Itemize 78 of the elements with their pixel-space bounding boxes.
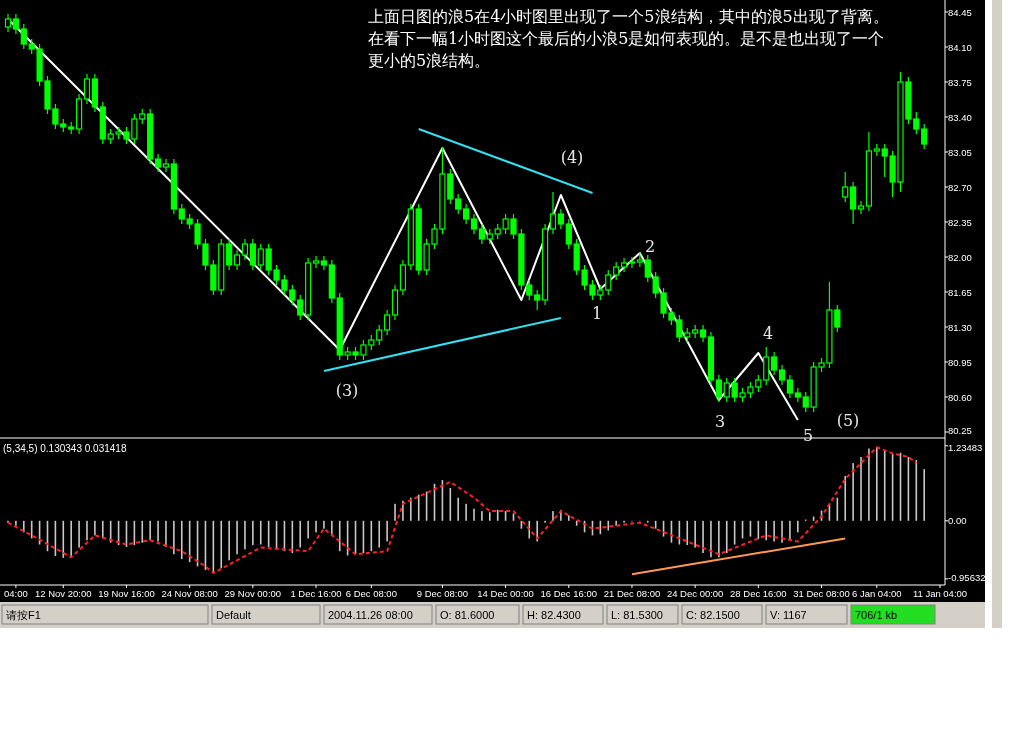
candlestick	[921, 123, 928, 150]
candlestick	[636, 251, 643, 268]
x-tick-label: 28 Dec 16:00	[730, 588, 787, 599]
candlestick	[178, 203, 185, 225]
candlestick	[20, 23, 27, 50]
annotation: (3)	[335, 380, 359, 400]
x-tick-label: 6 Dec 08:00	[345, 588, 397, 599]
candlestick	[384, 309, 391, 336]
candlestick	[470, 213, 478, 235]
candlestick	[12, 13, 19, 35]
candlestick	[715, 374, 722, 403]
candlestick	[557, 208, 564, 230]
candlestick	[320, 255, 328, 271]
y-tick-label: 81.30	[948, 321, 972, 333]
y-tick-label: 83.75	[948, 76, 972, 88]
candlestick	[83, 73, 91, 105]
x-tick-label: 04:00	[4, 588, 28, 599]
x-tick-label: 21 Dec 08:00	[603, 588, 661, 599]
y-tick-label: 82.00	[948, 251, 972, 263]
x-tick-label: 19 Nov 16:00	[98, 588, 155, 599]
x-tick-label: 16 Dec 16:00	[540, 588, 598, 599]
annotation: 4	[762, 323, 774, 343]
x-tick-label: 24 Nov 08:00	[161, 588, 218, 599]
x-tick-label: 24 Dec 00:00	[666, 588, 724, 599]
candlestick	[233, 249, 241, 271]
y-tick-label: 81.65	[948, 286, 972, 298]
candlestick	[778, 364, 786, 386]
y-tick-label: 83.40	[948, 111, 972, 123]
candlestick	[297, 294, 304, 321]
y-tick-label: 80.25	[948, 424, 972, 436]
y-tick-label: -0.95632	[948, 571, 986, 583]
annotation: (5)	[836, 410, 860, 430]
candlestick	[249, 238, 256, 271]
annotation: 5	[802, 425, 814, 445]
candlestick	[842, 171, 849, 203]
candlestick	[850, 181, 857, 225]
candlestick	[226, 238, 233, 271]
candlestick	[455, 193, 462, 215]
candlestick	[786, 374, 794, 399]
annotation: 上面日图的浪5在4小时图里出现了一个5浪结构，其中的浪5出现了背离。在看下一幅1小时图这个最后的小浪5是如何表现的。是不是也出现了一个更小的5浪结构。	[368, 6, 890, 72]
candlestick	[463, 203, 470, 225]
candlestick	[376, 324, 383, 346]
chart-title: (5,34,5) 0.130343 0.031418	[3, 443, 127, 454]
x-tick-label: 11 Jan 04:00	[912, 588, 968, 599]
annotation: 1	[591, 303, 603, 323]
candlestick	[312, 255, 320, 269]
annotation: (4)	[560, 147, 584, 167]
x-tick-label: 14 Dec 00:00	[477, 588, 534, 599]
candlestick	[857, 200, 865, 215]
y-tick-label: 82.70	[948, 181, 972, 193]
candlestick	[534, 289, 541, 311]
status-bar: 请按F1 Default 2004.11.26 08:00 O: 81.6000 H: 82.4300 L: 81.5300 C: 82.1500 V: 1167 706/1 kb	[0, 602, 985, 628]
annotation: 3	[714, 411, 726, 431]
candlestick	[162, 158, 170, 173]
annotation: 2	[644, 236, 656, 256]
y-tick-label: 83.05	[948, 146, 972, 158]
candlestick	[565, 218, 572, 250]
candlestick	[644, 254, 651, 283]
y-tick-label: 82.35	[948, 216, 972, 228]
candlestick	[478, 223, 485, 245]
x-tick-label: 29 Nov 00:00	[224, 588, 282, 599]
y-tick-label: 80.60	[948, 391, 972, 403]
y-tick-label: 0.00	[948, 515, 967, 527]
y-tick-label: 84.10	[948, 41, 972, 53]
candlestick	[549, 191, 557, 235]
x-tick-label: 9 Dec 08:00	[416, 588, 469, 599]
x-tick-label: 12 Nov 20:00	[35, 588, 92, 599]
y-tick-label: 84.45	[948, 6, 972, 18]
candlestick	[763, 346, 770, 386]
candlestick	[241, 238, 249, 261]
x-tick-label: 6 Jan 04:00	[851, 588, 902, 599]
candlestick	[771, 351, 778, 376]
y-tick-label: 1.23483	[948, 441, 983, 453]
candlestick	[628, 256, 636, 269]
y-tick-label: 80.95	[948, 356, 972, 368]
candlestick	[620, 257, 628, 273]
x-tick-label: 1 Dec 16:00	[290, 588, 342, 599]
x-tick-label: 31 Dec 08:00	[793, 588, 850, 599]
